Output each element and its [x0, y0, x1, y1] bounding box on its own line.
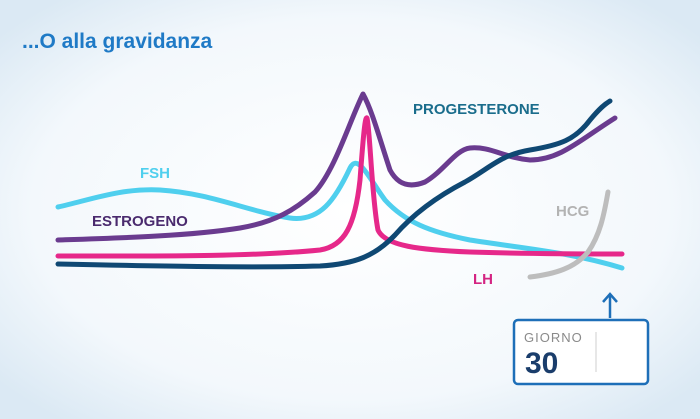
hcg-label: HCG [556, 203, 589, 220]
estrogen-label: ESTROGENO [92, 213, 188, 230]
hcg-curve [527, 189, 611, 280]
lh-curve [55, 115, 625, 259]
lh-label: LH [473, 271, 493, 288]
arrow-head [602, 292, 618, 303]
title: ...O alla gravidanza [22, 30, 213, 53]
day-number: 30 [525, 347, 558, 380]
progesterone-label: PROGESTERONE [413, 101, 540, 118]
day-box [512, 318, 650, 386]
fsh-label: FSH [140, 165, 170, 182]
progesterone-curve [55, 98, 613, 270]
fsh-curve [55, 160, 625, 271]
day-caption: GIORNO [524, 330, 583, 345]
